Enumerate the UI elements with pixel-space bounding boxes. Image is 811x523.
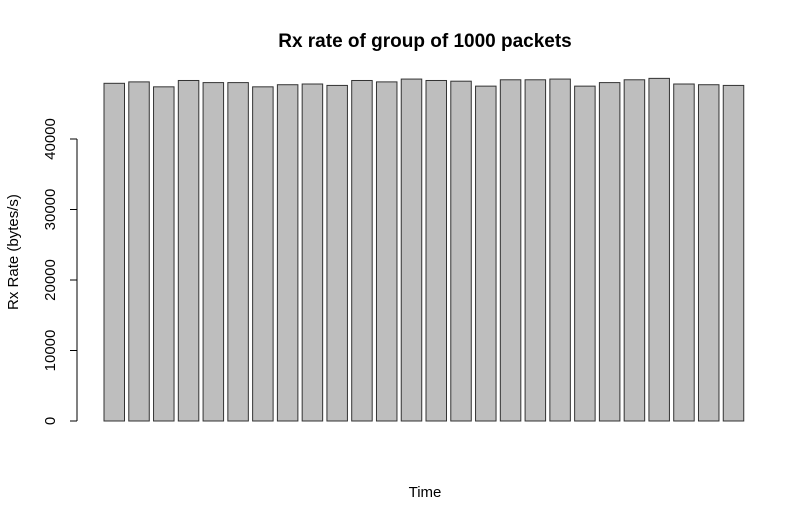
bar-13 — [400, 78, 423, 422]
bar-1 — [103, 82, 125, 422]
bar-16 — [475, 85, 497, 422]
bar-22 — [623, 79, 646, 422]
bar-17 — [499, 79, 522, 422]
bar-18 — [524, 79, 547, 422]
y-axis-label: Rx Rate (bytes/s) — [5, 194, 22, 310]
bars-group — [103, 77, 745, 422]
bar-21 — [598, 82, 621, 422]
chart-title: Rx rate of group of 1000 packets — [278, 31, 572, 52]
bar-15 — [450, 80, 472, 422]
y-tick-label-3: 30000 — [42, 189, 59, 231]
bar-12 — [375, 81, 398, 422]
bar-3 — [153, 86, 175, 422]
bar-5 — [202, 82, 225, 422]
bar-6 — [227, 82, 249, 422]
bar-20 — [574, 85, 596, 422]
bar-25 — [697, 84, 720, 422]
x-axis-label: Time — [409, 484, 442, 501]
y-tick-label-4: 40000 — [42, 118, 59, 160]
y-tick-label-1: 10000 — [42, 330, 59, 372]
y-tick-label-2: 20000 — [42, 259, 59, 301]
bar-24 — [673, 83, 695, 422]
bar-2 — [128, 81, 150, 422]
bar-14 — [425, 79, 448, 422]
y-tick-label-0: 0 — [42, 417, 59, 425]
y-axis: 0 10000 20000 30000 40000 — [42, 118, 78, 425]
bar-23 — [648, 77, 670, 422]
bar-4 — [177, 79, 200, 422]
bar-7 — [252, 86, 274, 422]
bar-9 — [301, 83, 324, 422]
bar-11 — [351, 79, 373, 422]
bar-19 — [549, 78, 571, 422]
bar-8 — [276, 84, 299, 422]
bar-10 — [326, 84, 348, 422]
bar-26 — [722, 84, 745, 422]
